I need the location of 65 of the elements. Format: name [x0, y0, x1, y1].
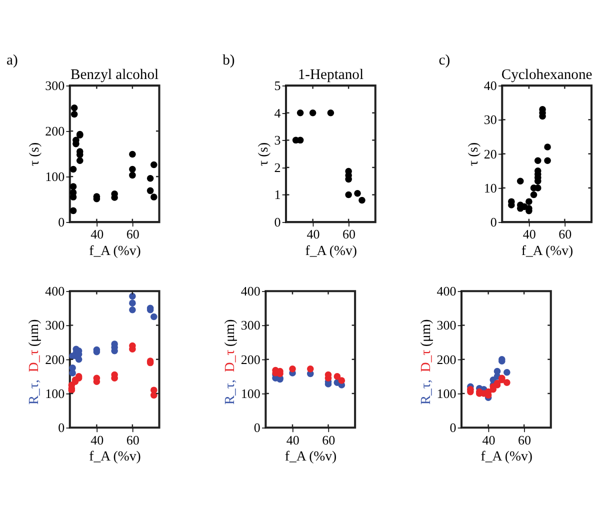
y-tick-label: 100: [45, 386, 65, 401]
y-axis-title: τ (s): [26, 142, 42, 166]
y-tick-label: 200: [240, 352, 260, 367]
y-tick-label: 100: [45, 169, 65, 184]
x-axis-title: f_A (%v): [89, 242, 141, 258]
x-axis-title: f_A (%v): [89, 448, 141, 464]
y-tick-label: 0: [490, 214, 497, 230]
y-tick-label: 0: [58, 420, 65, 436]
y-tick-label: 20: [484, 146, 497, 162]
text: a): [6, 52, 18, 68]
x-tick-label: 60: [126, 226, 140, 242]
y-tick-label: 300: [240, 318, 260, 333]
x-tick-label: 40: [522, 226, 536, 242]
y-tick-label: 5: [274, 78, 281, 94]
x-axis-title: f_A (%v): [480, 448, 532, 464]
y-tick-label: 10: [484, 180, 497, 196]
y-tick-label: 300: [45, 318, 65, 333]
y-axis-title: τ (s): [465, 142, 480, 166]
y-tick-label: 300: [436, 318, 456, 333]
y-tick-label: 0: [450, 420, 456, 436]
y-tick-label: 200: [45, 124, 65, 139]
x-tick-label: 40: [306, 226, 320, 242]
y-axis-title: (μm): [26, 319, 42, 347]
text: R_τ,: [418, 380, 433, 405]
y-tick-label: 1: [274, 187, 281, 202]
y-tick-label: 30: [484, 112, 497, 128]
x-tick-label: 60: [558, 226, 572, 242]
text: D_τ: [26, 349, 42, 372]
y-tick-label: 400: [436, 284, 456, 299]
y-axis-title: τ (s): [256, 142, 271, 166]
x-tick-label: 60: [126, 432, 140, 448]
y-tick-label: 100: [436, 386, 456, 401]
y-axis-title: (μm): [418, 319, 433, 347]
text: R_τ,: [222, 380, 237, 405]
text: b): [222, 52, 235, 68]
x-axis-title: f_A (%v): [521, 242, 574, 258]
y-tick-label: 4: [274, 105, 282, 120]
chart-title: Cyclohexanone: [501, 67, 592, 84]
x-tick-label: 60: [322, 432, 336, 448]
y-axis-title: (μm): [222, 319, 237, 347]
x-tick-label: 60: [518, 432, 531, 448]
y-tick-label: 2: [274, 160, 281, 175]
y-tick-label: 200: [45, 352, 65, 367]
x-tick-label: 40: [286, 432, 300, 448]
y-tick-label: 3: [274, 132, 281, 148]
y-tick-label: 400: [240, 284, 260, 299]
y-tick-label: 0: [274, 214, 281, 230]
x-axis-title: f_A (%v): [284, 448, 337, 464]
chart-title: 1-Heptanol: [298, 67, 364, 84]
y-tick-label: 0: [254, 420, 260, 436]
text: D_τ: [222, 349, 237, 372]
y-tick-label: 200: [436, 352, 456, 367]
y-tick-label: 40: [484, 78, 497, 94]
y-tick-label: 300: [45, 78, 65, 94]
y-tick-label: 0: [58, 214, 65, 230]
x-tick-label: 40: [90, 432, 104, 448]
text: c): [438, 52, 450, 68]
chart-title: Benzyl alcohol: [70, 67, 159, 84]
text: R_τ,: [26, 380, 42, 405]
y-tick-label: 400: [45, 284, 65, 299]
x-axis-title: f_A (%v): [305, 242, 357, 258]
x-tick-label: 60: [342, 226, 356, 242]
text: D_τ: [418, 349, 433, 372]
y-tick-label: 100: [240, 386, 260, 401]
x-tick-label: 40: [90, 226, 104, 242]
